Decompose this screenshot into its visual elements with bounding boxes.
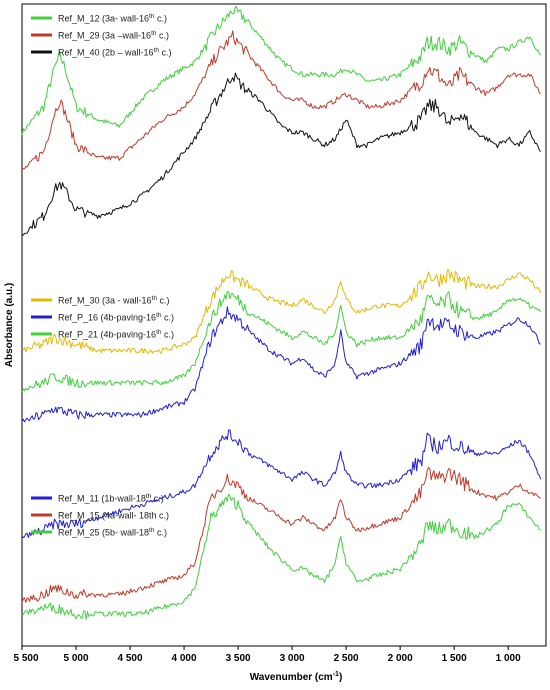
series-line-g1-s0 <box>21 269 542 354</box>
legend-label: Ref_M_30 (3a - wall-16th c.) <box>58 295 169 306</box>
x-tick-label: 5 000 <box>64 653 89 664</box>
series-line-g0-s2 <box>21 72 541 236</box>
series-line-g2-s1 <box>21 467 541 603</box>
x-tick-label: 4 000 <box>172 653 197 664</box>
legend-label: Ref_P_21 (4b-paving-16th c.) <box>58 329 174 340</box>
series-line-g1-s1 <box>21 306 541 423</box>
legend-label: Ref_M_25 (5b- wall-18th c.) <box>58 527 167 538</box>
legend-label: Ref_P_16 (4b-paving-16th c.) <box>58 312 174 323</box>
y-axis-title: Absorbance (a.u.) <box>4 283 15 367</box>
x-tick-label: 2 500 <box>334 653 359 664</box>
legend-label: Ref_M_15 (4a-wall- 18th c.) <box>58 511 169 521</box>
series-line-g1-s2 <box>21 291 542 392</box>
x-tick-label: 3 500 <box>226 653 251 664</box>
x-tick-label: 1 500 <box>442 653 467 664</box>
x-tick-label: 3 000 <box>280 653 305 664</box>
x-tick-label: 5 500 <box>13 653 38 664</box>
x-tick-label: 4 500 <box>118 653 143 664</box>
series-line-g2-s0 <box>21 429 542 539</box>
legend-label: Ref_M_29 (3a –wall-16th c.) <box>58 30 169 41</box>
series-line-g0-s1 <box>21 30 541 170</box>
x-axis-title: Wavenumber (cm-1) <box>250 671 343 683</box>
plot-area-border <box>21 3 547 647</box>
x-tick-label: 1 000 <box>496 653 521 664</box>
legend-label: Ref_M_40 (2b – wall-16th c.) <box>58 47 171 58</box>
legend-label: Ref_M_12 (3a- wall-16th c.) <box>58 13 167 24</box>
x-tick-label: 2 000 <box>388 653 413 664</box>
series-line-g2-s2 <box>21 493 541 620</box>
legend-label: Ref_M_11 (1b-wall-18th c.) <box>58 493 164 504</box>
series-line-g0-s0 <box>21 5 542 136</box>
